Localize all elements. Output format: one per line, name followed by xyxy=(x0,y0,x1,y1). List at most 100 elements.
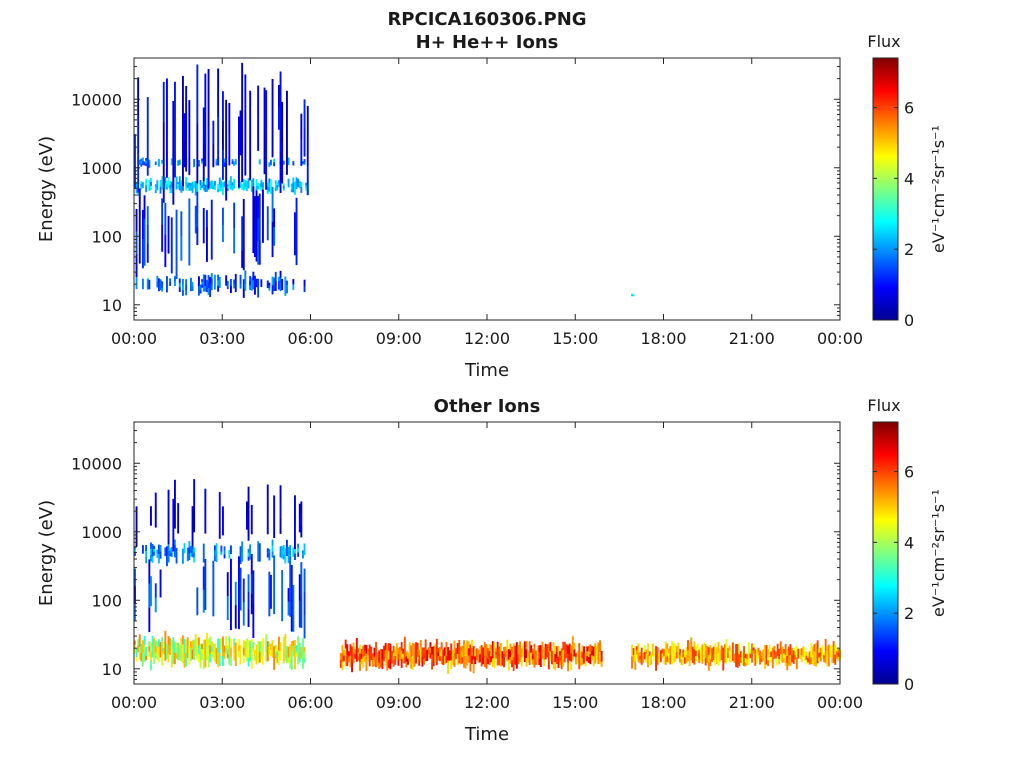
flux-cell xyxy=(703,651,705,662)
flux-cell xyxy=(279,277,282,285)
flux-cell xyxy=(770,651,773,658)
flux-cell xyxy=(266,484,269,502)
flux-cell xyxy=(407,658,409,665)
flux-cell xyxy=(819,656,822,662)
flux-cell xyxy=(146,225,149,244)
flux-cell xyxy=(268,287,271,291)
flux-cell xyxy=(339,660,342,668)
flux-cell xyxy=(174,276,176,282)
flux-cell xyxy=(365,645,368,654)
flux-cell xyxy=(295,197,298,266)
flux-cell xyxy=(371,660,374,667)
flux-cell xyxy=(635,646,638,651)
flux-cell xyxy=(688,642,691,667)
flux-cell xyxy=(279,642,282,652)
p1-colorbar-units: eV⁻¹cm⁻²sr⁻¹s⁻¹ xyxy=(929,489,948,617)
flux-cell xyxy=(775,651,777,659)
flux-cell xyxy=(779,647,782,655)
flux-cell xyxy=(135,648,138,653)
flux-cell xyxy=(154,646,157,653)
flux-cell xyxy=(258,159,261,165)
flux-cell xyxy=(531,654,534,660)
y-tick-label: 1000 xyxy=(81,523,122,542)
flux-cell xyxy=(223,158,226,163)
flux-cell xyxy=(669,655,672,665)
flux-cell xyxy=(400,650,403,660)
flux-cell xyxy=(447,660,449,674)
flux-cell xyxy=(496,641,499,650)
flux-cell xyxy=(562,658,565,668)
flux-cell xyxy=(448,650,451,656)
flux-cell xyxy=(166,556,168,567)
flux-cell xyxy=(242,279,245,289)
flux-cell xyxy=(687,640,689,651)
flux-cell xyxy=(170,217,173,274)
flux-cell xyxy=(207,187,210,190)
flux-cell xyxy=(282,545,285,550)
flux-cell xyxy=(303,568,306,592)
flux-cell xyxy=(349,644,352,656)
flux-cell xyxy=(257,186,260,190)
flux-cell xyxy=(466,652,469,666)
flux-cell xyxy=(226,280,229,290)
flux-cell xyxy=(273,555,276,615)
flux-cell xyxy=(757,655,760,659)
flux-cell xyxy=(182,653,184,663)
flux-cell xyxy=(344,639,347,649)
flux-cell xyxy=(266,554,269,558)
flux-cell xyxy=(477,649,480,663)
flux-cell xyxy=(562,641,565,651)
flux-cell xyxy=(367,648,369,655)
flux-cell xyxy=(376,652,379,660)
flux-cell xyxy=(142,239,144,269)
flux-cell xyxy=(719,649,721,656)
flux-cell xyxy=(479,654,481,663)
flux-cell xyxy=(234,605,237,629)
flux-cell xyxy=(683,657,686,664)
flux-cell xyxy=(493,642,496,669)
flux-cell xyxy=(717,642,720,654)
flux-cell xyxy=(207,275,210,282)
flux-cell xyxy=(810,657,813,665)
flux-cell xyxy=(773,645,776,651)
flux-cell xyxy=(230,656,232,666)
flux-cell xyxy=(727,647,729,653)
flux-cell xyxy=(212,185,215,190)
flux-cell xyxy=(185,176,188,182)
flux-cell xyxy=(194,181,197,196)
flux-cell xyxy=(488,657,491,665)
flux-cell xyxy=(704,651,707,659)
flux-cell xyxy=(214,643,216,653)
flux-cell xyxy=(286,547,288,556)
flux-cell xyxy=(252,271,255,281)
flux-cell xyxy=(818,652,821,658)
flux-cell xyxy=(158,159,160,167)
flux-cell xyxy=(461,645,464,652)
x-tick-label: 03:00 xyxy=(199,329,245,348)
flux-cell xyxy=(239,283,242,289)
flux-cell xyxy=(145,185,148,193)
flux-cell xyxy=(198,654,200,663)
flux-cell xyxy=(263,130,266,175)
flux-cell xyxy=(202,543,205,563)
flux-cell xyxy=(416,642,419,650)
x-tick-label: 00:00 xyxy=(111,329,157,348)
flux-cell xyxy=(600,650,603,657)
flux-cell xyxy=(792,650,795,664)
flux-cell xyxy=(387,643,390,652)
flux-cell xyxy=(727,652,729,659)
colorbar-tick-label: 6 xyxy=(904,463,914,482)
flux-cell xyxy=(485,656,488,669)
flux-cell xyxy=(555,646,558,653)
flux-cell xyxy=(228,554,231,559)
flux-cell xyxy=(282,188,285,191)
flux-cell xyxy=(209,636,212,646)
flux-cell xyxy=(595,645,598,661)
flux-cell xyxy=(691,646,694,655)
flux-cell xyxy=(495,651,497,656)
flux-cell xyxy=(306,165,309,196)
flux-cell xyxy=(463,640,465,668)
flux-cell xyxy=(167,516,170,545)
flux-cell xyxy=(711,648,713,662)
flux-cell xyxy=(167,644,170,654)
